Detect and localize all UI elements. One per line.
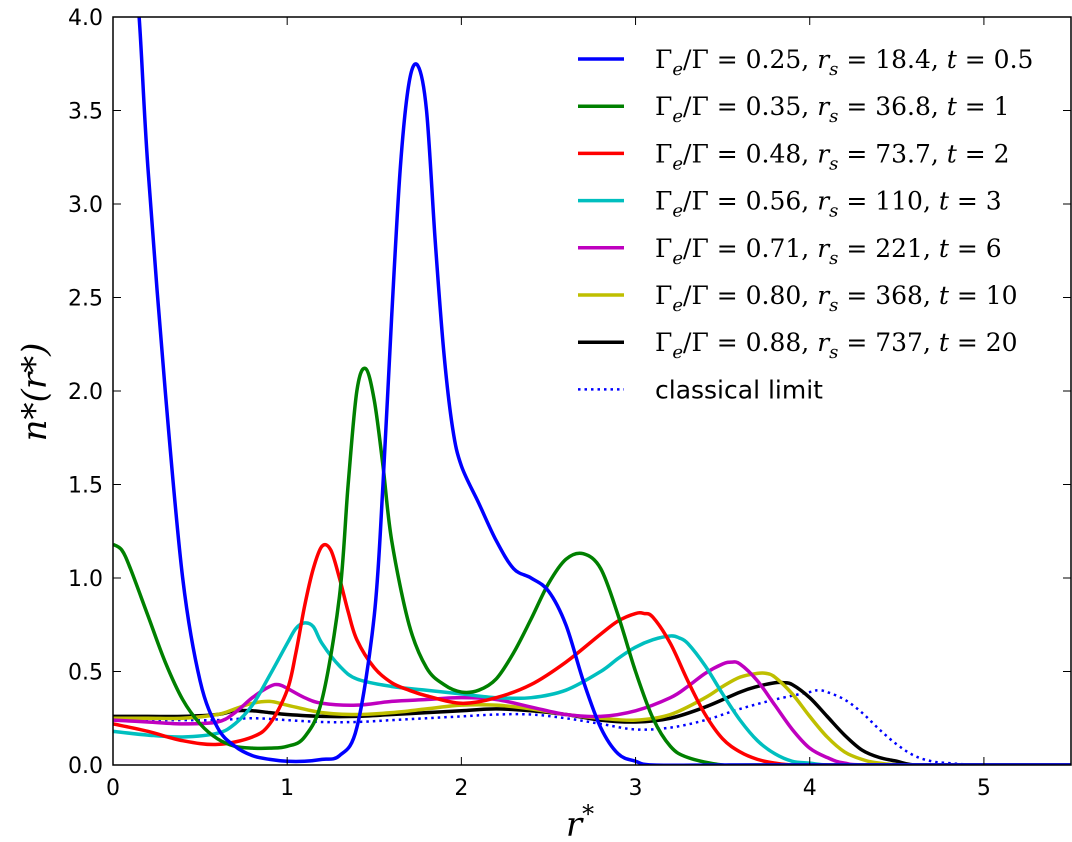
y-tick-label: 0.5 <box>68 661 103 686</box>
y-axis-label: n*(r*) <box>15 343 55 442</box>
legend-label: classical limit <box>655 375 823 404</box>
y-tick-label: 2.0 <box>68 380 103 405</box>
y-tick-label: 0.0 <box>68 754 103 779</box>
series-layer <box>113 17 1071 765</box>
y-tick-label: 3.0 <box>68 193 103 218</box>
plot-background <box>113 17 1072 765</box>
x-tick-label: 5 <box>977 776 991 801</box>
series-line-5 <box>113 660 1071 765</box>
x-tick-label: 0 <box>106 776 120 801</box>
legend-label: Γe/Γ = 0.80, rs = 368, t = 10 <box>655 281 1018 316</box>
legend: Γe/Γ = 0.25, rs = 18.4, t = 0.5 Γe/Γ = 0.… <box>578 45 1033 404</box>
series-line-6 <box>113 671 1071 765</box>
x-axis-label: r* <box>566 800 594 842</box>
series-line-4 <box>113 621 1071 765</box>
legend-label: Γe/Γ = 0.35, rs = 36.8, t = 1 <box>655 92 1010 127</box>
ticks-layer: 0 1 2 3 4 5 0.0 0.5 1.0 1.5 2.0 2.5 3.0 3.5 4.0 <box>68 6 1071 801</box>
x-tick-label: 2 <box>454 776 468 801</box>
x-tick-label: 1 <box>280 776 294 801</box>
series-line-1 <box>137 17 1071 765</box>
x-axis-label-sup: * <box>582 800 594 828</box>
series-line-2 <box>113 366 1071 765</box>
series-line-3 <box>113 542 1071 765</box>
legend-label: Γe/Γ = 0.56, rs = 110, t = 3 <box>655 187 1002 222</box>
y-tick-label: 1.0 <box>68 567 103 592</box>
legend-label: Γe/Γ = 0.71, rs = 221, t = 6 <box>655 234 1002 269</box>
y-tick-label: 3.5 <box>68 100 103 125</box>
legend-label: Γe/Γ = 0.88, rs = 737, t = 20 <box>655 328 1018 363</box>
y-tick-label: 1.5 <box>68 474 103 499</box>
legend-label: Γe/Γ = 0.48, rs = 73.7, t = 2 <box>655 139 1010 174</box>
x-tick-label: 3 <box>629 776 643 801</box>
x-axis-label-main: r <box>566 805 584 842</box>
series-line-7 <box>113 680 1071 765</box>
y-tick-label: 2.5 <box>68 287 103 312</box>
legend-label: Γe/Γ = 0.25, rs = 18.4, t = 0.5 <box>655 45 1033 80</box>
x-tick-label: 4 <box>803 776 817 801</box>
y-tick-label: 4.0 <box>68 6 103 31</box>
